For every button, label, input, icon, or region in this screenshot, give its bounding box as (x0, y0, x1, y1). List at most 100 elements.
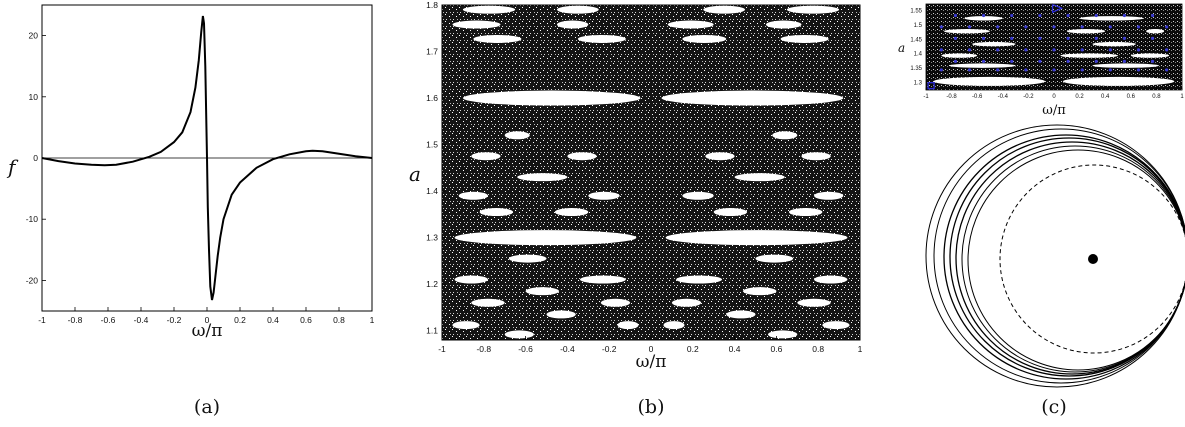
resonance-dot (1080, 68, 1084, 72)
stability-island (755, 254, 794, 263)
panel-b-caption: (b) (638, 396, 665, 418)
y-tick-label: 1.5 (914, 23, 923, 29)
x-tick-label: 0.6 (300, 315, 312, 325)
stability-island (682, 34, 727, 43)
resonance-dot (982, 13, 986, 18)
panel-b-x-label: ω/π (636, 352, 667, 372)
y-tick-label: 1.2 (426, 279, 438, 289)
y-tick-label: 1.3 (914, 80, 923, 86)
y-tick-label: 1.3 (426, 233, 438, 243)
resonance-dot (953, 36, 958, 41)
resonance-dot (1038, 36, 1042, 41)
stability-island (814, 191, 844, 200)
resonance-dot (1136, 25, 1141, 29)
stability-island (768, 330, 798, 339)
orbit-circle (949, 137, 1185, 377)
y-tick-label: 1.8 (426, 0, 438, 10)
x-tick-label: -0.2 (602, 344, 617, 354)
stability-island (556, 5, 599, 14)
orbit-circle (933, 128, 1185, 384)
stability-island (1130, 53, 1170, 58)
stability-island (452, 321, 480, 330)
resonance-dot (1094, 13, 1098, 18)
panel-c-x-ticks: -1 -0.8 -0.6 -0.4 -0.2 0 0.2 0.4 0.6 0.8 1 (923, 87, 1184, 100)
stability-island (797, 298, 831, 307)
x-tick-label: 0.8 (812, 344, 824, 354)
x-tick-label: -1 (438, 344, 446, 354)
y-tick-label: 1.45 (910, 37, 922, 43)
stability-island (663, 321, 685, 330)
y-tick-label: 20 (29, 31, 39, 41)
x-tick-label: 0 (205, 315, 210, 325)
orbit-circle (943, 134, 1185, 380)
resonance-dot (1080, 25, 1084, 29)
y-tick-label: 1.5 (426, 140, 438, 150)
y-tick-label: 1.55 (910, 9, 922, 15)
panel-b-y-label: a (409, 162, 421, 186)
stability-island (1079, 16, 1144, 21)
stability-island (972, 41, 1016, 47)
x-tick-label: -1 (38, 315, 46, 325)
stability-island (772, 131, 798, 140)
stability-island (661, 90, 844, 106)
panel-c-dots (939, 13, 1169, 72)
resonance-dot (939, 48, 943, 52)
stability-island (941, 53, 978, 58)
resonance-dot (953, 13, 958, 18)
y-tick-label: -20 (26, 275, 39, 285)
resonance-dot (1150, 13, 1155, 18)
stability-island (617, 321, 639, 330)
resonance-dot (1165, 48, 1169, 52)
x-tick-label: -0.4 (998, 94, 1009, 100)
orbit-circle (955, 141, 1185, 375)
resonance-dot (1052, 25, 1056, 29)
stability-island (676, 275, 723, 284)
panel-a-x-label: ω/π (192, 321, 223, 341)
triangle-marker (1051, 3, 1064, 14)
stability-island (780, 34, 829, 43)
stability-island (801, 152, 831, 161)
resonance-dot (939, 68, 943, 72)
resonance-dot (1052, 68, 1056, 72)
resonance-dot (1038, 13, 1042, 18)
panel-b: -1 -0.8 -0.6 -0.4 -0.2 0 0.2 0.4 0.6 0.8 1 1.81.71… (409, 0, 863, 418)
stability-island (943, 29, 991, 34)
stability-island (949, 63, 1016, 68)
resonance-dot (1024, 68, 1028, 72)
stability-island (479, 208, 514, 217)
stability-island (671, 298, 702, 307)
x-tick-label: -0.6 (518, 344, 533, 354)
stability-island (458, 191, 488, 200)
stability-island (814, 275, 848, 284)
x-tick-label: 1 (370, 315, 375, 325)
resonance-dot (982, 59, 986, 63)
resonance-dot (967, 68, 972, 72)
stability-island (504, 131, 530, 140)
x-tick-label: 0.2 (1075, 94, 1084, 100)
stability-island (462, 90, 641, 106)
stability-island (1060, 53, 1118, 58)
x-tick-label: -0.8 (476, 344, 491, 354)
resonance-dot (1094, 59, 1098, 63)
stability-island (788, 208, 823, 217)
resonance-dot (996, 25, 1000, 29)
x-tick-label: -0.8 (946, 94, 957, 100)
panel-b-x-ticks: -1 -0.8 -0.6 -0.4 -0.2 0 0.2 0.4 0.6 0.8 1 (438, 336, 863, 354)
stability-island (822, 321, 850, 330)
stability-island (933, 76, 1046, 86)
panel-c-y-label: a (898, 41, 905, 55)
stability-island (742, 287, 777, 296)
stability-island (554, 208, 589, 217)
resonance-dot (1165, 25, 1169, 29)
x-tick-label: 1 (1180, 94, 1184, 100)
stability-island (786, 5, 840, 14)
stability-island (703, 5, 746, 14)
resonance-dot (1150, 59, 1155, 63)
stability-island (546, 310, 576, 319)
y-tick-label: 1.7 (426, 47, 438, 57)
resonance-dot (967, 25, 972, 29)
resonance-dot (1010, 13, 1014, 18)
resonance-dot (967, 48, 972, 52)
stability-island (454, 230, 637, 246)
